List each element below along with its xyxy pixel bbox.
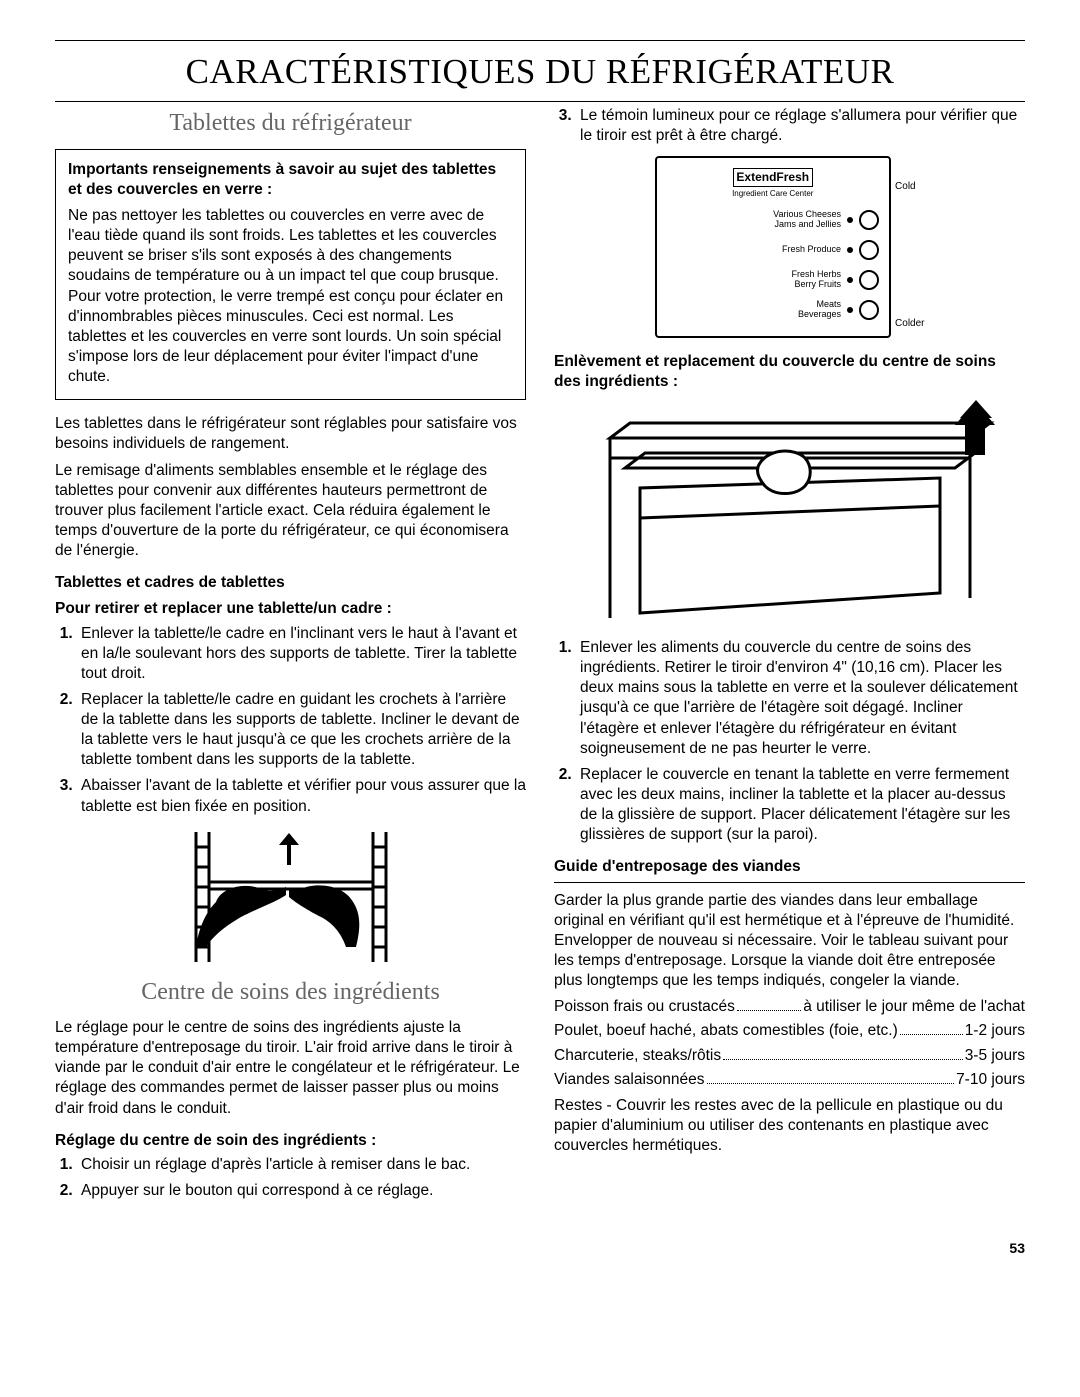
shelf-illustration [161, 827, 421, 967]
sub-remove-replace: Pour retirer et replacer une tablette/un… [55, 599, 526, 619]
panel-cold-label: Cold [895, 180, 924, 193]
section-care-title: Centre de soins des ingrédients [55, 977, 526, 1008]
guide-row-4-value: 7-10 jours [956, 1070, 1025, 1090]
panel-brand: ExtendFresh [733, 168, 813, 188]
guide-row-1: Poisson frais ou crustacés à utiliser le… [554, 997, 1025, 1017]
control-panel-figure: ExtendFresh Ingredient Care Center Vario… [655, 156, 925, 338]
care-intro: Le réglage pour le centre de soins des i… [55, 1018, 526, 1119]
panel-button-2[interactable] [859, 240, 879, 260]
cover-steps-list: Enlever les aliments du couvercle du cen… [554, 638, 1025, 845]
panel-button-4[interactable] [859, 300, 879, 320]
guide-row-3-value: 3-5 jours [965, 1046, 1025, 1066]
panel-row-3-label: Fresh Herbs Berry Fruits [792, 270, 842, 290]
shelf-step-1: Enlever la tablette/le cadre en l'inclin… [77, 624, 526, 684]
meat-guide-intro: Garder la plus grande partie des viandes… [554, 891, 1025, 992]
panel-row-1: Various Cheeses Jams and Jellies [667, 210, 880, 230]
guide-row-3-label: Charcuterie, steaks/rôtis [554, 1046, 721, 1066]
page-number: 53 [55, 1239, 1025, 1257]
cover-step-1: Enlever les aliments du couvercle du cen… [576, 638, 1025, 759]
panel-row-4: Meats Beverages [667, 300, 880, 320]
panel-row-2: Fresh Produce [667, 240, 880, 260]
care-steps-continued: Le témoin lumineux pour ce réglage s'all… [554, 106, 1025, 146]
panel-colder-label: Colder [895, 317, 924, 330]
top-rule [55, 40, 1025, 41]
care-step-1: Choisir un réglage d'après l'article à r… [77, 1155, 526, 1175]
warning-box: Importants renseignements à savoir au su… [55, 149, 526, 401]
panel-row-2-label: Fresh Produce [782, 245, 841, 255]
page-title: CARACTÉRISTIQUES DU RÉFRIGÉRATEUR [55, 49, 1025, 95]
section-shelves-title: Tablettes du réfrigérateur [55, 108, 526, 139]
left-column: Tablettes du réfrigérateur Importants re… [55, 102, 526, 1212]
care-step-3: Le témoin lumineux pour ce réglage s'all… [576, 106, 1025, 146]
two-column-layout: Tablettes du réfrigérateur Importants re… [55, 102, 1025, 1212]
guide-row-2: Poulet, boeuf haché, abats comestibles (… [554, 1021, 1025, 1041]
care-steps-list: Choisir un réglage d'après l'article à r… [55, 1155, 526, 1201]
sub-shelf-frames: Tablettes et cadres de tablettes [55, 573, 526, 593]
guide-row-1-value: à utiliser le jour même de l'achat [803, 997, 1025, 1017]
panel-button-3[interactable] [859, 270, 879, 290]
panel-button-1[interactable] [859, 210, 879, 230]
shelf-step-3: Abaisser l'avant de la tablette et vérif… [77, 776, 526, 816]
panel-row-4-label: Meats Beverages [798, 300, 841, 320]
cover-step-2: Replacer le couvercle en tenant la table… [576, 765, 1025, 846]
sub-care-setting: Réglage du centre de soin des ingrédient… [55, 1131, 526, 1151]
panel-subtitle: Ingredient Care Center [667, 189, 880, 199]
meat-guide-outro: Restes - Couvrir les restes avec de la p… [554, 1096, 1025, 1156]
panel-row-1-label: Various Cheeses Jams and Jellies [773, 210, 841, 230]
panel-row-3: Fresh Herbs Berry Fruits [667, 270, 880, 290]
sub-remove-cover: Enlèvement et replacement du couvercle d… [554, 352, 1025, 392]
warning-body: Ne pas nettoyer les tablettes ou couverc… [68, 206, 513, 387]
right-column: Le témoin lumineux pour ce réglage s'all… [554, 102, 1025, 1212]
care-step-2: Appuyer sur le bouton qui correspond à c… [77, 1181, 526, 1201]
guide-row-2-value: 1-2 jours [965, 1021, 1025, 1041]
shelves-para-2: Le remisage d'aliments semblables ensemb… [55, 461, 526, 562]
guide-row-1-label: Poisson frais ou crustacés [554, 997, 735, 1017]
guide-row-3: Charcuterie, steaks/rôtis 3-5 jours [554, 1046, 1025, 1066]
shelf-steps-list: Enlever la tablette/le cadre en l'inclin… [55, 624, 526, 817]
guide-row-2-label: Poulet, boeuf haché, abats comestibles (… [554, 1021, 898, 1041]
shelf-step-2: Replacer la tablette/le cadre en guidant… [77, 690, 526, 771]
shelves-para-1: Les tablettes dans le réfrigérateur sont… [55, 414, 526, 454]
guide-row-4-label: Viandes salaisonnées [554, 1070, 705, 1090]
guide-row-4: Viandes salaisonnées 7-10 jours [554, 1070, 1025, 1090]
warning-heading: Importants renseignements à savoir au su… [68, 160, 513, 200]
sub-meat-guide: Guide d'entreposage des viandes [554, 857, 1025, 877]
meat-guide-rule [554, 882, 1025, 883]
drawer-illustration [580, 398, 1000, 628]
